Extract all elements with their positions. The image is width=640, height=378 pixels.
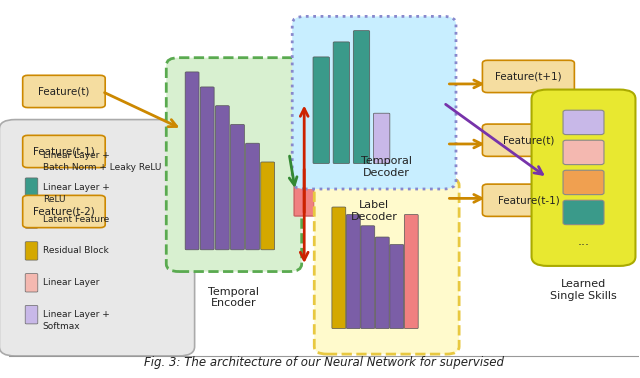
FancyBboxPatch shape — [294, 166, 314, 216]
Text: Residual Block: Residual Block — [43, 246, 109, 256]
FancyBboxPatch shape — [563, 200, 604, 225]
FancyBboxPatch shape — [313, 57, 330, 163]
FancyBboxPatch shape — [22, 135, 105, 167]
FancyBboxPatch shape — [532, 90, 636, 266]
FancyBboxPatch shape — [185, 72, 199, 250]
FancyBboxPatch shape — [483, 60, 574, 93]
FancyBboxPatch shape — [374, 113, 390, 163]
FancyBboxPatch shape — [25, 146, 38, 164]
FancyBboxPatch shape — [25, 305, 38, 324]
FancyBboxPatch shape — [260, 162, 275, 250]
FancyBboxPatch shape — [346, 215, 360, 328]
Text: Feature(t-2): Feature(t-2) — [33, 206, 95, 217]
FancyBboxPatch shape — [353, 31, 370, 163]
FancyBboxPatch shape — [563, 110, 604, 135]
FancyBboxPatch shape — [361, 226, 375, 328]
Text: Feature(t+1): Feature(t+1) — [495, 71, 562, 81]
Text: Temporal
Encoder: Temporal Encoder — [209, 287, 259, 308]
FancyBboxPatch shape — [230, 124, 244, 250]
Text: Feature(t-1): Feature(t-1) — [497, 195, 559, 205]
Text: Linear Layer +: Linear Layer + — [43, 183, 109, 192]
FancyBboxPatch shape — [0, 119, 195, 356]
Text: Fig. 3: The architecture of our Neural Network for supervised: Fig. 3: The architecture of our Neural N… — [144, 356, 504, 369]
Text: Latent Feature: Latent Feature — [43, 215, 109, 223]
FancyBboxPatch shape — [483, 124, 574, 156]
FancyBboxPatch shape — [246, 143, 259, 250]
Text: Feature(t): Feature(t) — [38, 87, 90, 96]
FancyBboxPatch shape — [25, 178, 38, 196]
Text: Label
Decoder: Label Decoder — [351, 200, 397, 222]
Text: Feature(t-1): Feature(t-1) — [33, 147, 95, 156]
Text: Batch Norm + Leaky ReLU: Batch Norm + Leaky ReLU — [43, 163, 161, 172]
Text: ReLU: ReLU — [43, 195, 65, 204]
FancyBboxPatch shape — [332, 207, 346, 328]
Text: ...: ... — [577, 235, 589, 248]
Text: Linear Layer: Linear Layer — [43, 278, 99, 287]
FancyBboxPatch shape — [390, 245, 404, 328]
FancyBboxPatch shape — [314, 178, 459, 354]
Text: Temporal
Decoder: Temporal Decoder — [361, 156, 412, 178]
FancyBboxPatch shape — [166, 58, 301, 271]
Text: Linear Layer +: Linear Layer + — [43, 151, 109, 160]
FancyBboxPatch shape — [563, 170, 604, 195]
Text: Softmax: Softmax — [43, 322, 81, 331]
FancyBboxPatch shape — [22, 195, 105, 228]
Text: Learned
Single Skills: Learned Single Skills — [550, 279, 617, 301]
FancyBboxPatch shape — [22, 75, 105, 108]
FancyBboxPatch shape — [200, 87, 214, 250]
Text: Feature(t): Feature(t) — [502, 135, 554, 145]
FancyBboxPatch shape — [376, 237, 389, 328]
FancyBboxPatch shape — [483, 184, 574, 216]
Text: Linear Layer +: Linear Layer + — [43, 310, 109, 319]
FancyBboxPatch shape — [404, 215, 418, 328]
FancyBboxPatch shape — [563, 140, 604, 164]
FancyBboxPatch shape — [333, 42, 349, 163]
FancyBboxPatch shape — [25, 274, 38, 292]
FancyBboxPatch shape — [216, 106, 229, 250]
FancyBboxPatch shape — [25, 210, 38, 228]
FancyBboxPatch shape — [25, 242, 38, 260]
FancyBboxPatch shape — [292, 16, 456, 189]
